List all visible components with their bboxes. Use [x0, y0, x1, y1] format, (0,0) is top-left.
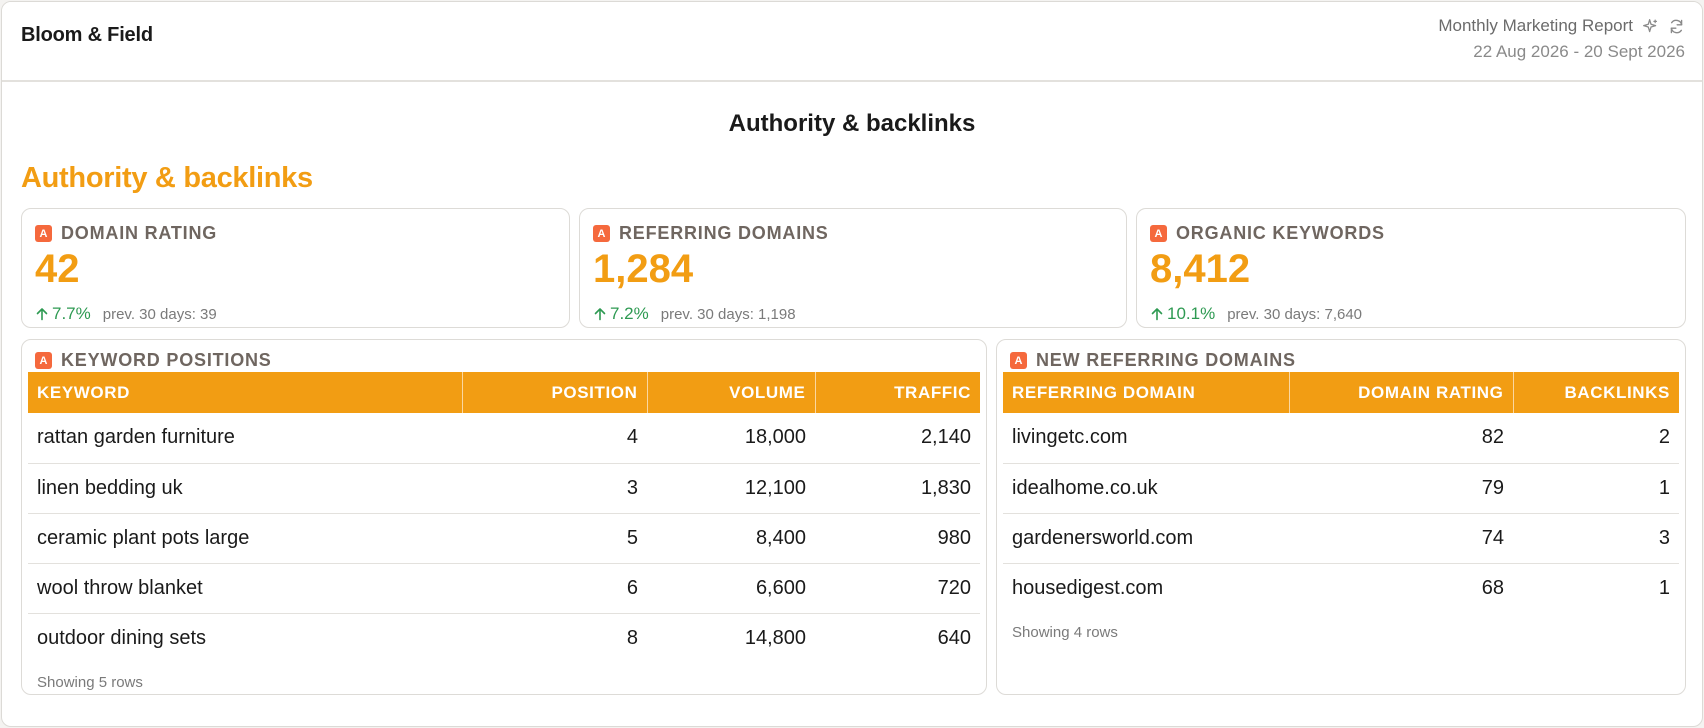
- kpi-label: ORGANIC KEYWORDS: [1176, 223, 1385, 243]
- kpi-label: DOMAIN RATING: [61, 223, 218, 243]
- table-row: wool throw blanket 6 6,600 720: [28, 563, 980, 614]
- kpi-card-referring-domains: A REFERRING DOMAINS 1,284 7.2% prev. 30 …: [579, 208, 1127, 328]
- source-badge-icon: A: [1010, 352, 1027, 369]
- domain-rating-cell: 79: [1289, 463, 1513, 514]
- report-date-range: 22 Aug 2026 - 20 Sept 2026: [1473, 42, 1685, 61]
- sparkle-icon[interactable]: [1641, 17, 1659, 35]
- position-cell: 6: [462, 563, 647, 614]
- kpi-delta: 10.1%: [1150, 304, 1215, 324]
- domain-rating-cell: 74: [1289, 513, 1513, 564]
- kpi-delta-value: 7.2%: [610, 304, 649, 323]
- column-header-domain-rating[interactable]: DOMAIN RATING: [1289, 372, 1514, 413]
- volume-cell: 14,800: [744, 626, 806, 649]
- kpi-delta: 7.2%: [593, 304, 649, 324]
- traffic-cell: 2,140: [815, 413, 980, 464]
- kpi-previous: prev. 30 days: 7,640: [1227, 305, 1363, 323]
- arrow-up-icon: [1151, 308, 1163, 321]
- keyword-cell: outdoor dining sets: [37, 626, 207, 649]
- kpi-card-domain-rating: A DOMAIN RATING 42 7.7% prev. 30 days: 3…: [21, 208, 570, 328]
- report-title: Monthly Marketing Report: [1438, 16, 1633, 35]
- table-row: housedigest.com 68 1: [1003, 563, 1679, 613]
- backlinks-cell: 1: [1513, 463, 1679, 514]
- volume-cell: 8,400: [647, 513, 815, 564]
- new-referring-domains-card: A NEW REFERRING DOMAINS REFERRING DOMAIN…: [996, 339, 1686, 695]
- table-row: ceramic plant pots large 5 8,400 980: [28, 513, 980, 564]
- card-title: NEW REFERRING DOMAINS: [1036, 350, 1296, 370]
- keyword-positions-card: A KEYWORD POSITIONS KEYWORD POSITION VOL…: [21, 339, 987, 695]
- kpi-card-organic-keywords: A ORGANIC KEYWORDS 8,412 10.1% prev. 30 …: [1136, 208, 1686, 328]
- keyword-positions-table: KEYWORD POSITION VOLUME TRAFFIC rattan g…: [28, 372, 980, 663]
- volume-cell: 12,100: [647, 463, 815, 514]
- keyword-cell: rattan garden furniture: [28, 413, 462, 464]
- new-referring-domains-table: REFERRING DOMAIN DOMAIN RATING BACKLINKS…: [1003, 372, 1679, 613]
- traffic-cell: 720: [815, 563, 980, 614]
- keyword-cell: linen bedding uk: [28, 463, 462, 514]
- position-cell: 4: [462, 413, 647, 464]
- source-badge-icon: A: [35, 225, 52, 242]
- arrow-up-icon: [594, 308, 606, 321]
- row-count-note: Showing 4 rows: [1012, 624, 1118, 641]
- traffic-cell: 640: [937, 626, 971, 649]
- kpi-value: 8,412: [1150, 247, 1251, 291]
- kpi-delta-value: 7.7%: [52, 304, 91, 323]
- domain-cell: livingetc.com: [1003, 413, 1289, 464]
- domain-cell: idealhome.co.uk: [1003, 463, 1289, 514]
- arrow-up-icon: [36, 308, 48, 321]
- column-header-keyword[interactable]: KEYWORD: [28, 372, 463, 413]
- section-title: Authority & backlinks: [21, 162, 313, 194]
- kpi-value: 42: [35, 247, 80, 291]
- backlinks-cell: 2: [1513, 413, 1679, 464]
- table-row: idealhome.co.uk 79 1: [1003, 463, 1679, 514]
- column-header-position[interactable]: POSITION: [462, 372, 648, 413]
- kpi-delta-value: 10.1%: [1167, 304, 1216, 323]
- domain-cell: housedigest.com: [1012, 576, 1164, 599]
- table-header-row: REFERRING DOMAIN DOMAIN RATING BACKLINKS: [1003, 372, 1679, 413]
- source-badge-icon: A: [35, 352, 52, 369]
- kpi-previous: prev. 30 days: 39: [102, 305, 217, 323]
- backlinks-cell: 3: [1513, 513, 1679, 564]
- column-header-traffic[interactable]: TRAFFIC: [815, 372, 980, 413]
- volume-cell: 6,600: [647, 563, 815, 614]
- refresh-icon[interactable]: [1667, 17, 1685, 35]
- position-cell: 3: [462, 463, 647, 514]
- top-bar: Bloom & Field Monthly Marketing Report 2…: [2, 2, 1702, 82]
- volume-cell: 18,000: [647, 413, 815, 464]
- domain-cell: gardenersworld.com: [1003, 513, 1289, 564]
- table-row: livingetc.com 82 2: [1003, 413, 1679, 464]
- table-row: rattan garden furniture 4 18,000 2,140: [28, 413, 980, 464]
- table-row: linen bedding uk 3 12,100 1,830: [28, 463, 980, 514]
- traffic-cell: 1,830: [815, 463, 980, 514]
- table-row: outdoor dining sets 8 14,800 640: [28, 613, 980, 663]
- kpi-label: REFERRING DOMAINS: [619, 223, 829, 243]
- keyword-cell: wool throw blanket: [28, 563, 462, 614]
- row-count-note: Showing 5 rows: [37, 674, 143, 691]
- column-header-backlinks[interactable]: BACKLINKS: [1513, 372, 1679, 413]
- table-header-row: KEYWORD POSITION VOLUME TRAFFIC: [28, 372, 980, 413]
- brand-name: Bloom & Field: [21, 24, 153, 46]
- column-header-referring-domain[interactable]: REFERRING DOMAIN: [1003, 372, 1290, 413]
- kpi-delta: 7.7%: [35, 304, 91, 324]
- backlinks-cell: 1: [1658, 576, 1670, 599]
- keyword-cell: ceramic plant pots large: [28, 513, 462, 564]
- report-info: Monthly Marketing Report 22 Aug 2026 - 2…: [1438, 16, 1685, 62]
- domain-rating-cell: 82: [1289, 413, 1513, 464]
- domain-rating-cell: 68: [1481, 576, 1504, 599]
- page-heading: Authority & backlinks: [728, 110, 976, 137]
- source-badge-icon: A: [1150, 225, 1167, 242]
- kpi-previous: prev. 30 days: 1,198: [660, 305, 796, 323]
- card-title: KEYWORD POSITIONS: [61, 350, 272, 370]
- position-cell: 5: [462, 513, 647, 564]
- position-cell: 8: [626, 626, 638, 649]
- table-row: gardenersworld.com 74 3: [1003, 513, 1679, 564]
- source-badge-icon: A: [593, 225, 610, 242]
- traffic-cell: 980: [815, 513, 980, 564]
- column-header-volume[interactable]: VOLUME: [647, 372, 816, 413]
- kpi-value: 1,284: [593, 247, 694, 291]
